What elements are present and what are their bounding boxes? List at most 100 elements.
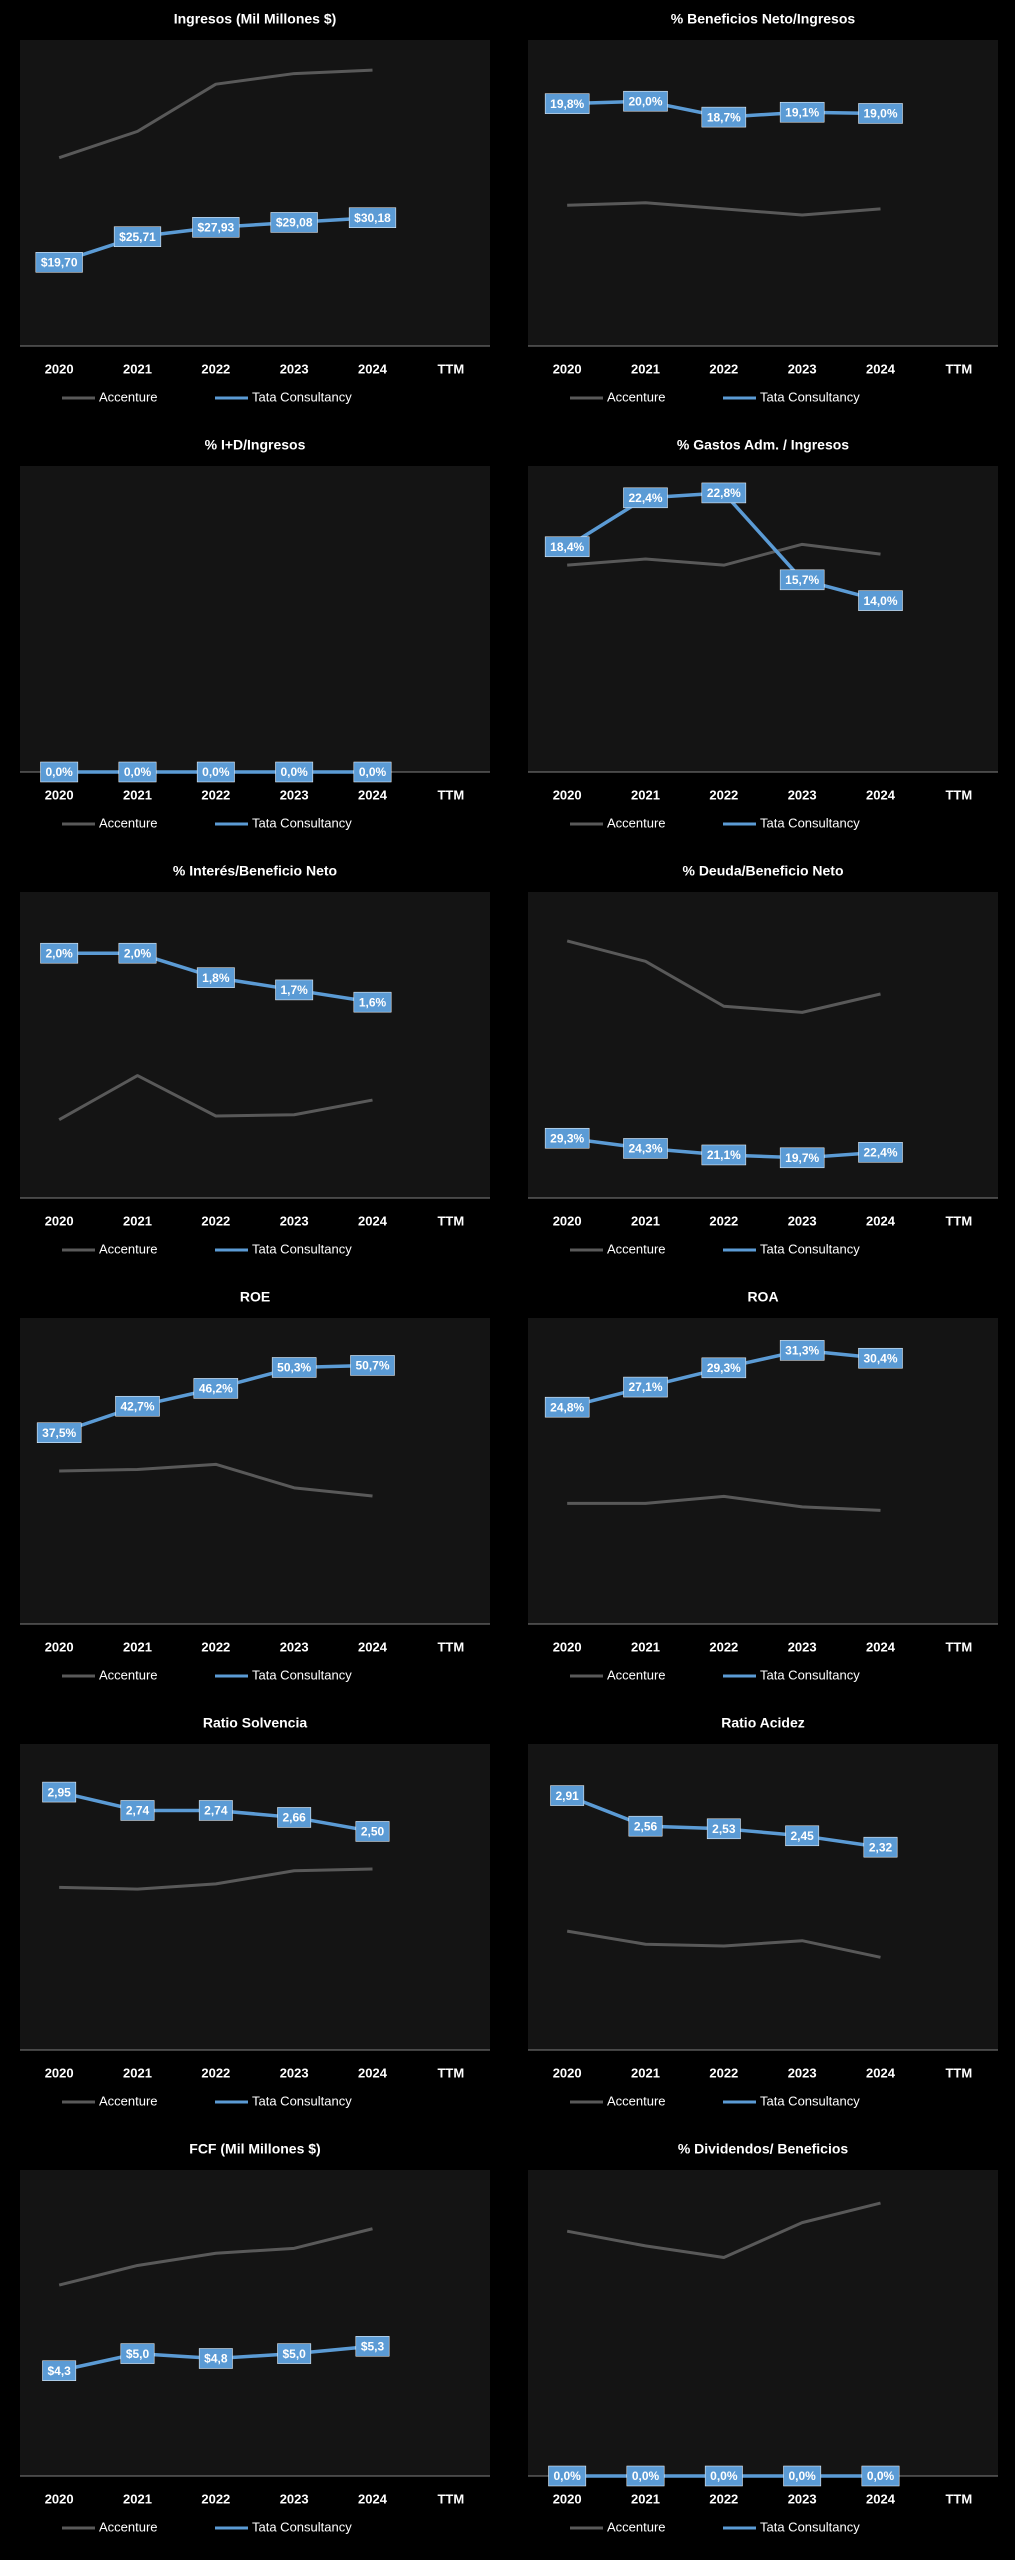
x-tick-label: 2023: [280, 2491, 309, 2506]
legend-label: Accenture: [607, 1667, 666, 1682]
data-label-box: [348, 207, 397, 228]
data-label-box: [548, 2465, 587, 2487]
x-tick-label: 2022: [709, 2491, 738, 2506]
data-label-box: [858, 1142, 903, 1163]
data-label-box: [704, 2465, 743, 2487]
data-label-box: [623, 90, 668, 112]
x-tick-label: 2024: [866, 2065, 896, 2080]
series-line: [566, 1929, 881, 1959]
legend-label: Tata Consultancy: [760, 1241, 860, 1256]
data-label: $5,0: [282, 2347, 306, 2361]
data-label: 2,74: [204, 1804, 228, 1818]
x-tick-label: 2020: [553, 1639, 582, 1654]
series-line: [566, 939, 881, 1014]
x-tick-label: 2023: [280, 1639, 309, 1654]
x-tick-label: TTM: [437, 1639, 464, 1654]
legend-label: Accenture: [607, 2093, 666, 2108]
x-tick-label: 2023: [280, 2065, 309, 2080]
data-label-box: [270, 212, 318, 233]
legend-label: Accenture: [99, 2093, 158, 2108]
data-label-box: [196, 761, 235, 783]
x-tick-label: 2024: [358, 361, 388, 376]
x-tick-label: TTM: [437, 361, 464, 376]
plot-area: [528, 2170, 998, 2476]
data-label: 1,7%: [280, 983, 308, 997]
data-label: 46,2%: [199, 1382, 233, 1396]
x-tick-label: 2022: [709, 1213, 738, 1228]
data-label-box: [355, 1821, 390, 1842]
plot-area: [528, 892, 998, 1198]
data-label: $30,18: [354, 211, 391, 225]
x-tick-label: 2024: [358, 1639, 388, 1654]
plot-area: [20, 2170, 490, 2476]
data-label: $25,71: [119, 230, 156, 244]
chart-title: % Deuda/Beneficio Neto: [682, 863, 843, 879]
legend-label: Tata Consultancy: [760, 1667, 860, 1682]
plot-area: [20, 466, 490, 772]
data-label-box: [623, 1376, 668, 1398]
data-label-box: [701, 106, 747, 128]
data-label-box: [779, 101, 825, 123]
x-tick-label: 2021: [123, 2491, 152, 2506]
series-line: [59, 1462, 373, 1498]
x-tick-label: 2022: [709, 1639, 738, 1654]
data-label-box: [275, 761, 314, 783]
x-tick-label: 2023: [788, 2491, 817, 2506]
x-tick-label: 2023: [788, 787, 817, 802]
legend-label: Accenture: [99, 815, 158, 830]
legend-label: Tata Consultancy: [760, 2093, 860, 2108]
x-tick-label: 2021: [631, 1213, 660, 1228]
data-label-box: [701, 1357, 747, 1379]
data-label-box: [544, 93, 590, 114]
x-tick-label: TTM: [945, 2065, 972, 2080]
data-label: 30,4%: [863, 1351, 897, 1365]
data-label-box: [706, 1818, 741, 1840]
x-tick-label: 2020: [45, 1213, 74, 1228]
legend-label: Accenture: [607, 815, 666, 830]
data-label-box: [40, 761, 79, 783]
data-label-box: [118, 761, 157, 783]
chart-panel: Ratio Solvencia 2020 2021 2022 2023 2024 TTM Ac…: [20, 1715, 490, 2108]
x-tick-label: 2023: [788, 361, 817, 376]
chart-panel: % Deuda/Beneficio Neto 2020 2021 2022 2023 20…: [528, 863, 998, 1256]
x-tick-label: 2024: [866, 1639, 896, 1654]
data-label: 24,8%: [550, 1400, 584, 1414]
legend-label: Tata Consultancy: [252, 2519, 352, 2534]
x-tick-label: 2024: [358, 1213, 388, 1228]
data-label: 0,0%: [710, 2469, 738, 2483]
data-label-box: [623, 1138, 668, 1159]
data-label-box: [118, 942, 157, 964]
x-tick-label: 2021: [631, 787, 660, 802]
data-label-box: [701, 1144, 747, 1166]
data-label-box: [42, 2360, 77, 2381]
data-label: 14,0%: [863, 594, 897, 608]
series-line: [566, 2201, 881, 2260]
series-line: [58, 2227, 373, 2287]
data-label-box: [858, 1347, 903, 1369]
data-label-box: [271, 1357, 317, 1378]
data-label: $19,70: [41, 255, 78, 269]
x-tick-label: 2022: [201, 787, 230, 802]
data-label: 22,4%: [863, 1145, 897, 1159]
data-label-box: [779, 1340, 825, 1361]
x-tick-label: TTM: [437, 1213, 464, 1228]
data-label: 0,0%: [280, 765, 308, 779]
data-label: 15,7%: [785, 573, 819, 587]
data-label-box: [628, 1815, 663, 1837]
data-label: 19,7%: [785, 1151, 819, 1165]
data-label: 19,1%: [785, 105, 819, 119]
x-tick-label: 2022: [201, 1213, 230, 1228]
chart-title: Ingresos (Mil Millones $): [174, 11, 337, 27]
x-tick-label: 2022: [201, 2065, 230, 2080]
x-tick-label: 2024: [866, 361, 896, 376]
data-label: 18,4%: [550, 540, 584, 554]
chart-panel: % Dividendos/ Beneficios 2020 2021 2022 2023…: [528, 2141, 998, 2534]
data-label-box: [35, 252, 83, 273]
data-label: $4,3: [47, 2364, 71, 2378]
x-tick-label: 2021: [123, 1639, 152, 1654]
legend-label: Accenture: [607, 2519, 666, 2534]
chart-title: % Beneficios Neto/Ingresos: [671, 11, 856, 27]
data-label: 0,0%: [867, 2469, 895, 2483]
data-label: 2,95: [47, 1785, 71, 1799]
x-tick-label: 2020: [553, 787, 582, 802]
